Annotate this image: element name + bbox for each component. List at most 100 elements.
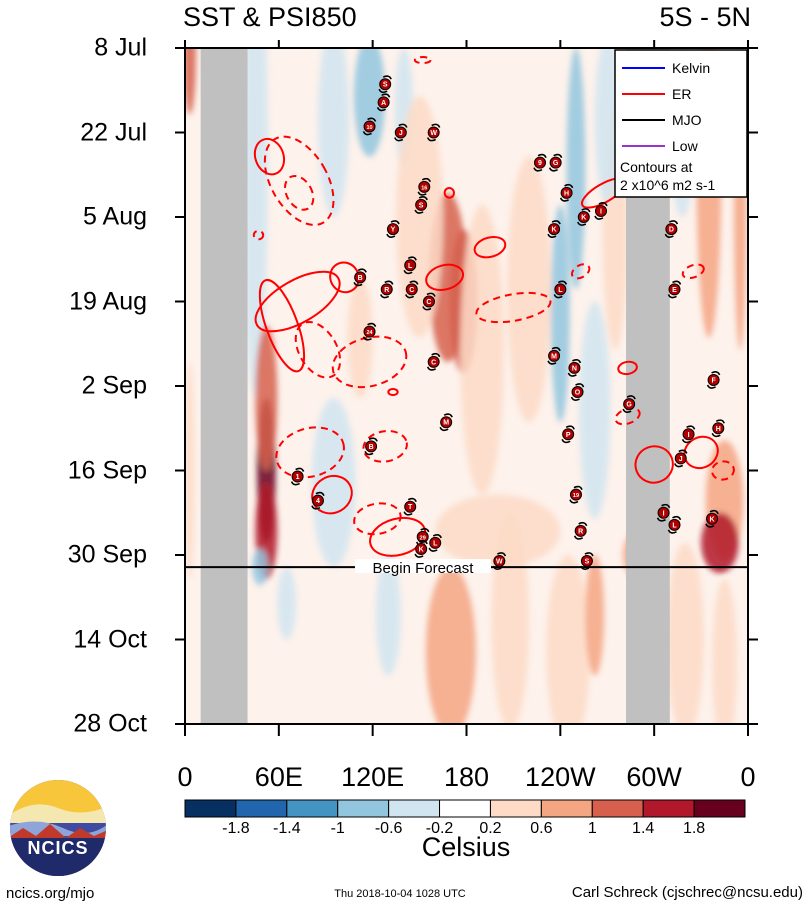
- colorbar-tick-label-9: 1.8: [682, 820, 706, 837]
- storm-marker-6: G: [548, 153, 563, 172]
- colorbar-tick-label-1: -1.4: [273, 820, 301, 837]
- sst-anomaly-31: [546, 555, 591, 724]
- storm-marker-42: R: [573, 521, 588, 540]
- y-tick-label-3: 19 Aug: [69, 287, 147, 315]
- er-contour-dashed-1: [284, 174, 315, 211]
- sst-anomaly-33: [666, 542, 705, 724]
- storm-marker-39: I: [656, 503, 671, 522]
- colorbar-tick-label-6: 0.6: [530, 820, 553, 837]
- y-tick-label-0: 8 Jul: [94, 33, 147, 62]
- storm-marker-18: C: [405, 280, 419, 299]
- er-contour-dashed-11: [681, 263, 705, 280]
- storm-marker-11: I: [594, 202, 608, 220]
- storm-marker-45: K: [414, 540, 428, 558]
- sst-anomaly-34: [712, 579, 738, 724]
- storm-marker-15: L: [403, 256, 417, 275]
- y-tick-label-2: 5 Aug: [83, 202, 147, 231]
- storm-marker-10: K: [577, 208, 591, 226]
- y-tick-label-1: 22 Jul: [80, 118, 147, 146]
- storm-label-28: G: [626, 402, 632, 409]
- er-contour-dashed-9: [570, 263, 591, 280]
- storm-label-47: S: [585, 559, 590, 566]
- legend-note-line2: 2 x10^6 m2 s-1: [620, 177, 715, 193]
- storm-label-23: C: [431, 359, 436, 366]
- storm-marker-2: 10: [362, 117, 377, 136]
- storm-label-34: J: [679, 456, 683, 463]
- storm-label-0: S: [383, 82, 388, 89]
- footer-url[interactable]: ncics.org/mjo: [6, 885, 95, 902]
- er-contour-solid-8: [617, 360, 638, 376]
- storm-label-22: 24: [366, 330, 373, 336]
- colorbar-swatch-4: [388, 799, 441, 818]
- storm-label-35: 1: [296, 474, 300, 481]
- er-contour-solid-10: [683, 435, 719, 470]
- colorbar-tick-label-2: -1: [330, 820, 345, 837]
- er-contour-solid-6: [443, 187, 456, 199]
- storm-marker-22: 24: [362, 322, 377, 341]
- storm-label-19: C: [426, 299, 431, 306]
- storm-label-3: J: [399, 130, 403, 137]
- storm-label-25: N: [572, 365, 577, 372]
- storm-marker-21: E: [667, 280, 682, 299]
- storm-marker-25: N: [567, 358, 582, 377]
- sst-anomaly-30: [491, 512, 530, 724]
- storm-label-8: S: [419, 202, 424, 209]
- colorbar-swatch-1: [235, 799, 288, 818]
- er-contour-solid-12: [369, 516, 427, 557]
- legend-label-mjo: MJO: [672, 112, 702, 128]
- storm-label-17: R: [384, 287, 389, 294]
- storm-label-27: F: [711, 377, 716, 384]
- storm-label-6: G: [553, 160, 559, 167]
- storm-label-42: R: [578, 528, 583, 535]
- colorbar-swatch-5: [439, 799, 491, 818]
- storm-marker-35: 1: [290, 467, 305, 486]
- storm-label-39: I: [663, 510, 665, 517]
- storm-marker-19: C: [422, 292, 436, 311]
- colorbar-tick-label-3: -0.6: [374, 820, 403, 837]
- er-contour-solid-13: [387, 388, 399, 397]
- storm-label-29: M: [443, 420, 449, 427]
- storm-label-26: O: [575, 390, 581, 397]
- colorbar: [184, 799, 746, 818]
- sst-anomaly-27: [435, 494, 561, 568]
- sst-anomaly-11: [347, 277, 373, 399]
- colorbar-swatch-10: [693, 799, 746, 818]
- storm-label-11: I: [600, 208, 602, 215]
- storm-marker-8: S: [414, 196, 428, 214]
- storm-label-7: 16: [421, 185, 427, 191]
- legend-label-kelvin: Kelvin: [672, 60, 710, 76]
- sst-anomaly-15: [460, 204, 505, 495]
- sst-anomaly-16: [507, 156, 551, 423]
- er-contour-solid-5: [473, 236, 507, 259]
- x-tick-label-4: 120W: [525, 762, 596, 792]
- sst-anomaly-21: [594, 48, 620, 205]
- storm-label-20: L: [558, 287, 563, 294]
- sst-anomaly-25: [701, 512, 739, 574]
- storm-label-18: C: [409, 287, 414, 294]
- sst-anomaly-17: [550, 204, 570, 423]
- sst-anomaly-29: [425, 567, 476, 724]
- storm-label-14: D: [669, 227, 674, 234]
- colorbar-tick-label-5: 0.2: [479, 820, 502, 837]
- sst-anomaly-36: [375, 555, 401, 676]
- x-tick-label-1: 60E: [254, 762, 303, 792]
- storm-label-5: 9: [538, 160, 542, 167]
- storm-label-15: L: [408, 263, 413, 270]
- sst-anomaly-5: [255, 325, 278, 471]
- storm-label-32: H: [716, 426, 721, 433]
- colorbar-swatch-3: [337, 799, 390, 818]
- storm-marker-4: W: [426, 123, 441, 142]
- colorbar-unit-label: Celsius: [421, 832, 511, 862]
- colorbar-swatch-9: [642, 799, 695, 818]
- sst-anomaly-7: [317, 48, 350, 217]
- forecast-label-bg: [355, 559, 491, 574]
- x-tick-label-6: 0: [740, 762, 756, 792]
- forecast-label: Begin Forecast: [373, 560, 475, 577]
- colorbar-tick-label-0: -1.8: [222, 820, 250, 837]
- y-tick-label-4: 2 Sep: [81, 371, 147, 400]
- storm-marker-26: O: [570, 383, 585, 401]
- storm-label-44: L: [433, 540, 438, 547]
- x-tick-label-2: 120E: [341, 762, 405, 792]
- storm-label-24: M: [551, 353, 557, 360]
